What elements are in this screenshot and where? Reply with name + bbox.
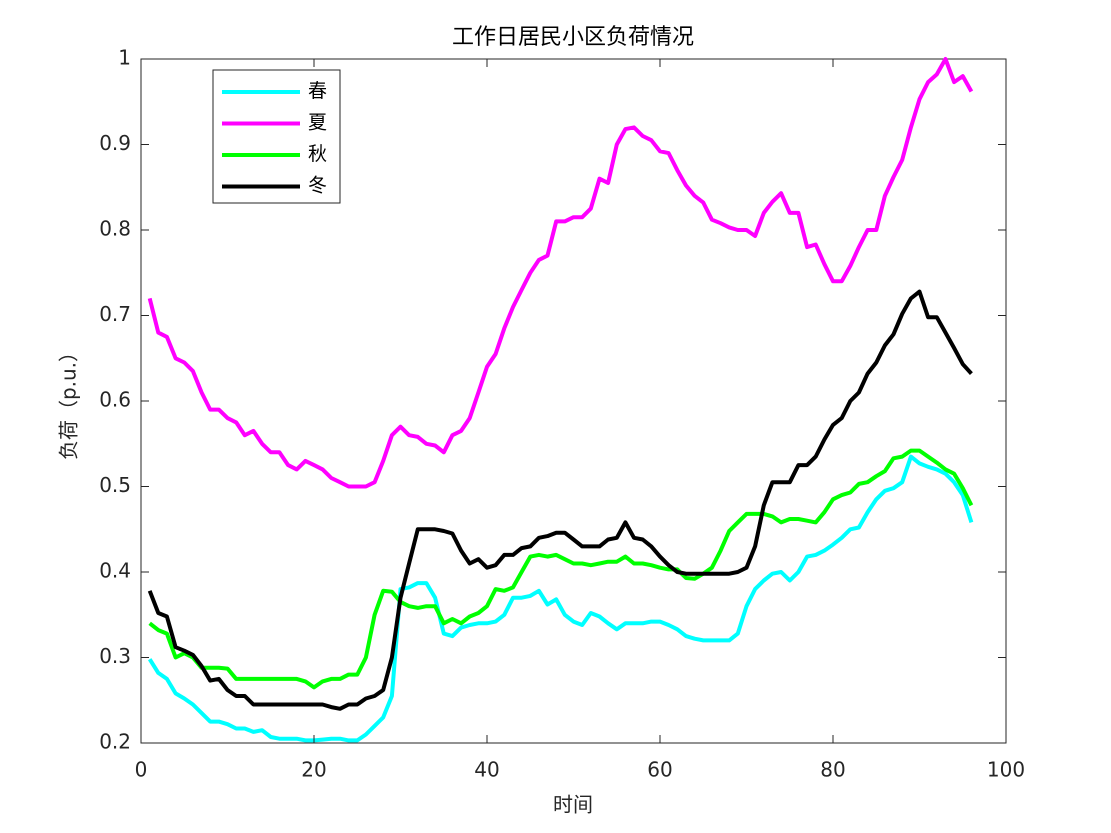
y-tick-label: 0.5 [99,473,131,497]
x-tick-label: 20 [301,758,326,782]
y-tick-label: 0.8 [99,217,131,241]
series-line [148,454,974,743]
x-tick-label: 40 [474,758,499,782]
series-line [147,289,973,711]
y-tick-label: 0.4 [99,559,131,583]
lines [147,57,974,743]
x-tick-label: 0 [135,758,148,782]
legend-label: 夏 [308,112,327,134]
y-tick-label: 0.6 [99,388,131,412]
chart-title: 工作日居民小区负荷情况 [452,25,694,50]
y-tick-label: 0.9 [99,131,131,155]
legend-label: 秋 [308,143,327,165]
y-axis-label: 负荷（p.u.） [57,342,81,460]
series-line [147,57,974,489]
y-tick-label: 0.7 [99,302,131,326]
y-tick-label: 0.2 [99,730,131,754]
series-line [148,448,974,690]
x-tick-label: 100 [987,758,1025,782]
legend-label: 冬 [308,175,327,197]
legend-label: 春 [308,80,327,102]
y-tick-label: 1 [118,46,131,70]
y-tick-label: 0.3 [99,644,131,668]
x-tick-label: 60 [647,758,672,782]
x-axis-label: 时间 [553,793,593,817]
x-tick-label: 80 [820,758,845,782]
